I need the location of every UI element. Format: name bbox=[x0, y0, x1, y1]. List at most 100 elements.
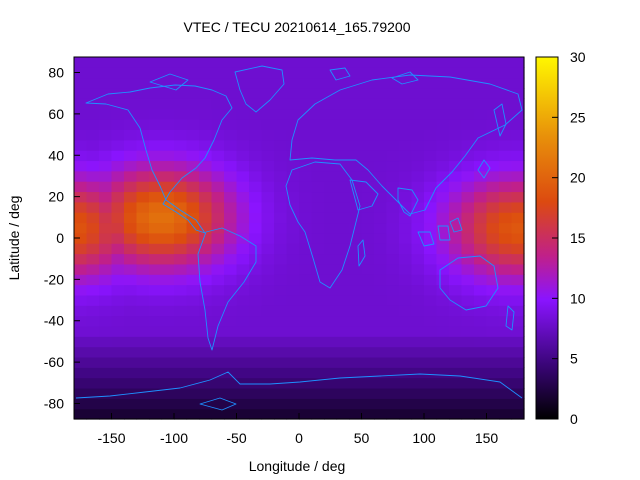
heatmap-cell bbox=[461, 191, 475, 203]
heatmap-cell bbox=[236, 387, 250, 399]
heatmap-cell bbox=[111, 181, 125, 193]
heatmap-cell bbox=[274, 398, 288, 410]
heatmap-cell bbox=[236, 119, 250, 130]
heatmap-cell bbox=[274, 284, 288, 296]
heatmap-cell bbox=[399, 98, 413, 110]
heatmap-cell bbox=[349, 98, 363, 110]
heatmap-cell bbox=[299, 170, 313, 182]
heatmap-cell bbox=[499, 160, 513, 172]
heatmap-cell bbox=[324, 263, 338, 275]
heatmap-cell bbox=[161, 170, 175, 182]
heatmap-cell bbox=[124, 367, 138, 379]
heatmap-cell bbox=[161, 346, 175, 358]
heatmap-cell bbox=[199, 398, 213, 410]
heatmap-cell bbox=[436, 201, 450, 213]
y-tick-label: -60 bbox=[44, 354, 64, 370]
heatmap-cell bbox=[174, 408, 188, 420]
heatmap-cell bbox=[99, 150, 113, 162]
heatmap-cell bbox=[149, 201, 163, 213]
heatmap-cell bbox=[286, 367, 300, 379]
heatmap-cell bbox=[399, 212, 413, 224]
heatmap-cell bbox=[474, 108, 488, 120]
heatmap-cell bbox=[374, 129, 388, 141]
heatmap-cell bbox=[211, 119, 225, 130]
heatmap-cell bbox=[424, 191, 438, 203]
heatmap-cell bbox=[336, 387, 350, 399]
heatmap-cell bbox=[149, 325, 163, 337]
heatmap-cell bbox=[274, 387, 288, 399]
heatmap-cell bbox=[86, 356, 100, 368]
heatmap-cell bbox=[199, 139, 213, 151]
heatmap-cell bbox=[236, 191, 250, 203]
heatmap-cell bbox=[124, 191, 138, 203]
heatmap-cell bbox=[199, 170, 213, 182]
heatmap-cell bbox=[174, 170, 188, 182]
heatmap-cell bbox=[224, 294, 238, 306]
heatmap-cell bbox=[199, 284, 213, 296]
heatmap-cell bbox=[249, 305, 263, 317]
heatmap-cell bbox=[374, 191, 388, 203]
heatmap-cell bbox=[99, 356, 113, 368]
heatmap-cell bbox=[411, 181, 425, 193]
heatmap-cell bbox=[99, 263, 113, 275]
heatmap-cell bbox=[461, 222, 475, 234]
heatmap-cell bbox=[499, 387, 513, 399]
heatmap-cell bbox=[336, 232, 350, 244]
heatmap-cell bbox=[411, 150, 425, 162]
heatmap-cell bbox=[474, 57, 488, 68]
heatmap-cell bbox=[149, 263, 163, 275]
heatmap-cell bbox=[249, 232, 263, 244]
heatmap-cell bbox=[274, 325, 288, 337]
y-tick-label: -80 bbox=[44, 395, 64, 411]
heatmap-cell bbox=[436, 212, 450, 224]
heatmap-cell bbox=[499, 325, 513, 337]
heatmap-cell bbox=[249, 88, 263, 99]
heatmap-cell bbox=[411, 201, 425, 213]
heatmap-cell bbox=[436, 170, 450, 182]
heatmap-cell bbox=[511, 139, 525, 151]
heatmap-cell bbox=[224, 181, 238, 193]
heatmap-cell bbox=[511, 119, 525, 130]
heatmap-cell bbox=[236, 77, 250, 89]
heatmap-cell bbox=[311, 408, 325, 420]
heatmap-cell bbox=[236, 263, 250, 275]
heatmap-cell bbox=[349, 150, 363, 162]
heatmap-cell bbox=[124, 119, 138, 130]
heatmap-cell bbox=[374, 160, 388, 172]
heatmap-cell bbox=[136, 67, 150, 79]
heatmap-cell bbox=[236, 274, 250, 286]
heatmap-cell bbox=[111, 201, 125, 213]
heatmap-cell bbox=[99, 232, 113, 244]
heatmap-cell bbox=[99, 336, 113, 348]
heatmap-cell bbox=[436, 387, 450, 399]
heatmap-cell bbox=[286, 408, 300, 420]
heatmap-cell bbox=[99, 367, 113, 379]
heatmap-cell bbox=[174, 88, 188, 99]
heatmap-cell bbox=[111, 387, 125, 399]
heatmap-cell bbox=[324, 398, 338, 410]
heatmap-cell bbox=[449, 387, 463, 399]
heatmap-cell bbox=[136, 377, 150, 389]
heatmap-cell bbox=[399, 160, 413, 172]
heatmap-cell bbox=[186, 243, 200, 255]
heatmap-cell bbox=[86, 181, 100, 193]
heatmap-cell bbox=[286, 356, 300, 368]
heatmap-cell bbox=[224, 263, 238, 275]
heatmap-cell bbox=[124, 160, 138, 172]
heatmap-cell bbox=[474, 263, 488, 275]
x-tick-label: -150 bbox=[97, 430, 125, 446]
heatmap-cell bbox=[99, 305, 113, 317]
heatmap-cell bbox=[311, 232, 325, 244]
heatmap-cell bbox=[86, 139, 100, 151]
heatmap-cell bbox=[174, 253, 188, 265]
heatmap-cell bbox=[86, 88, 100, 99]
heatmap-cell bbox=[274, 88, 288, 99]
heatmap-cell bbox=[99, 108, 113, 120]
heatmap-cell bbox=[174, 356, 188, 368]
heatmap-cell bbox=[336, 181, 350, 193]
heatmap-cell bbox=[511, 160, 525, 172]
heatmap-cell bbox=[86, 398, 100, 410]
heatmap-cell bbox=[499, 315, 513, 327]
heatmap-cell bbox=[261, 129, 275, 141]
